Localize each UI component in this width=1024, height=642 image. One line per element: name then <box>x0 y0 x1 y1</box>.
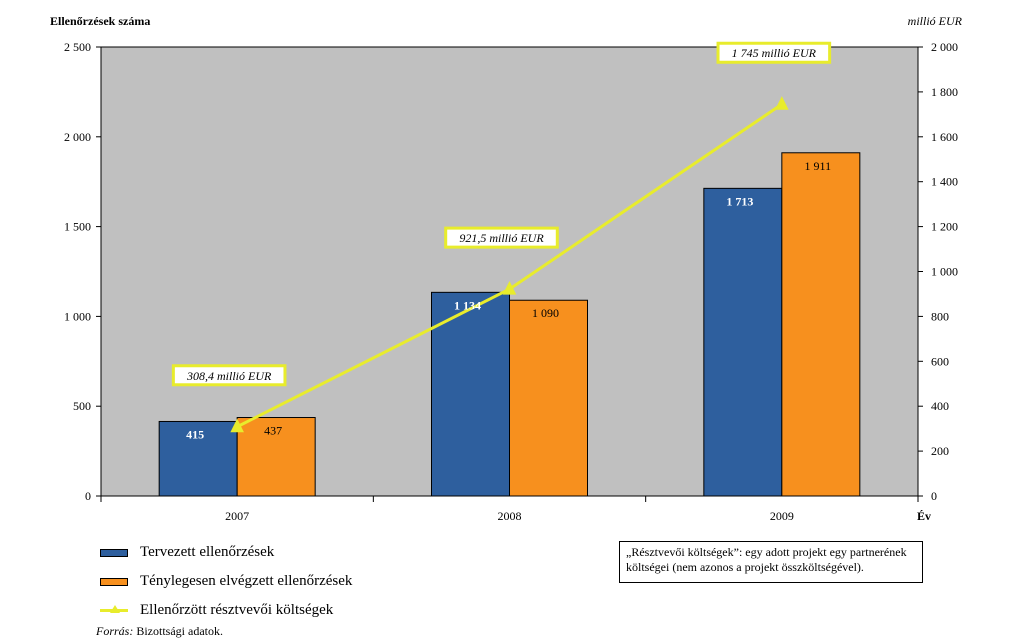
legend-label-costs: Ellenőrzött résztvevői költségek <box>140 602 334 618</box>
cost-label-box <box>716 41 832 64</box>
x-tick-label: 2009 <box>770 509 794 523</box>
left-tick-label: 1 500 <box>64 220 91 234</box>
bar-planned <box>431 291 510 497</box>
bar-actual <box>509 299 588 497</box>
bar-actual <box>236 417 316 497</box>
bar-label: 1 090 <box>532 306 559 320</box>
x-tick-label: 2008 <box>498 509 522 523</box>
left-tick-label: 0 <box>85 489 91 503</box>
cost-label-box <box>444 226 559 249</box>
bar-actual <box>781 152 861 497</box>
right-tick-label: 0 <box>931 489 937 503</box>
right-tick-label: 800 <box>931 309 949 323</box>
cost-marker <box>230 418 244 433</box>
right-tick-label: 1 000 <box>931 265 958 279</box>
cost-label: 921,5 millió EUR <box>459 231 544 245</box>
right-tick-label: 1 400 <box>931 175 958 189</box>
cost-marker <box>775 96 789 110</box>
left-axis-title: Ellenőrzések száma <box>50 14 150 28</box>
x-tick-label: 2007 <box>225 509 249 523</box>
bar-label: 437 <box>264 424 282 438</box>
legend-item-costs: Ellenőrzött résztvevői költségek <box>100 596 352 625</box>
source-label: Forrás: <box>96 624 134 638</box>
left-tick-label: 2 500 <box>64 40 91 54</box>
cost-label: 308,4 millió EUR <box>186 369 272 383</box>
right-tick-label: 1 200 <box>931 220 958 234</box>
right-tick-label: 1 600 <box>931 130 958 144</box>
note-box: „Résztvevői költségek”: egy adott projek… <box>619 541 923 583</box>
legend-item-planned: Tervezett ellenőrzések <box>100 538 352 567</box>
cost-label-box <box>171 364 287 387</box>
legend-label-actual: Ténylegesen elvégzett ellenőrzések <box>140 573 353 589</box>
legend-swatch-costs <box>100 605 128 613</box>
cost-marker <box>502 281 517 295</box>
right-tick-label: 1 800 <box>931 85 958 99</box>
left-tick-label: 500 <box>73 399 91 413</box>
right-tick-label: 400 <box>931 399 949 413</box>
right-tick-label: 2 000 <box>931 40 958 54</box>
bar-label: 1 911 <box>805 159 832 173</box>
x-axis-title: Év <box>917 509 931 523</box>
legend-item-actual: Ténylegesen elvégzett ellenőrzések <box>100 567 352 596</box>
legend-label-planned: Tervezett ellenőrzések <box>140 544 275 560</box>
right-axis-title: millió EUR <box>908 14 963 28</box>
bar-label: 415 <box>186 427 204 441</box>
legend-swatch-actual <box>100 577 128 586</box>
right-tick-label: 200 <box>931 444 949 458</box>
cost-label: 1 745 millió EUR <box>732 46 817 60</box>
bar-planned <box>703 187 783 497</box>
legend-swatch-planned <box>100 548 128 557</box>
legend: Tervezett ellenőrzések Ténylegesen elvég… <box>100 538 352 625</box>
bar-label: 1 713 <box>726 194 753 208</box>
bar-label: 1 134 <box>454 298 481 312</box>
right-tick-label: 600 <box>931 354 949 368</box>
chart: 0 500 1 000 1 500 2 000 2 500 0 200 400 600 800 1 0… <box>50 14 963 523</box>
left-tick-label: 1 000 <box>64 309 91 323</box>
source-line: Forrás: Bizottsági adatok. <box>96 624 223 639</box>
left-tick-label: 2 000 <box>64 130 91 144</box>
source-text: Bizottsági adatok. <box>136 624 223 638</box>
